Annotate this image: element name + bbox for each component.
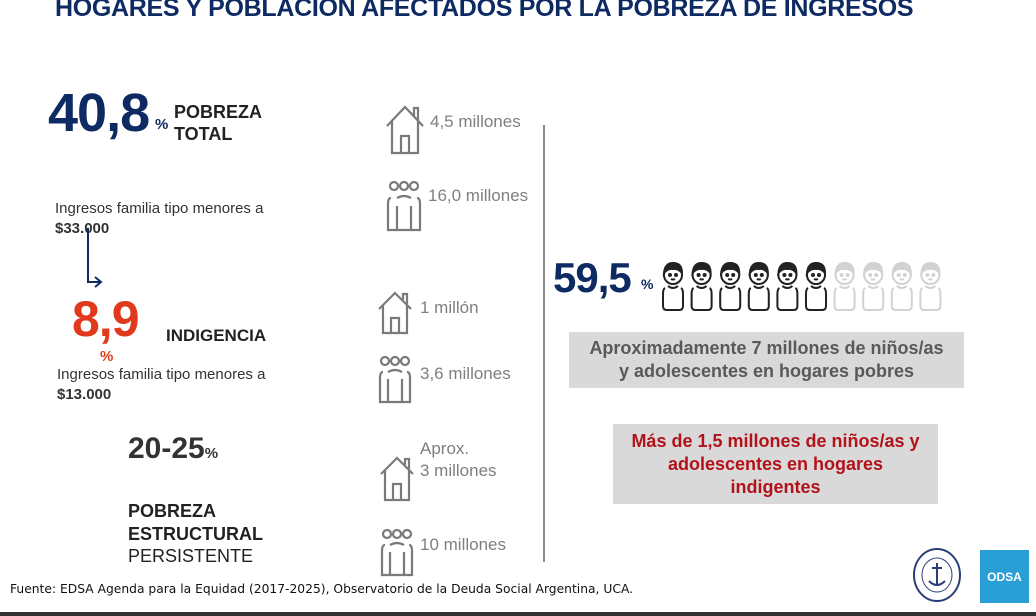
box-line: Aproximadamente 7 millones de niños/as	[589, 338, 944, 358]
divider	[543, 125, 545, 562]
page-title: HOGARES Y POBLACION AFECTADOS POR LA POB…	[55, 0, 914, 22]
people-icon	[380, 528, 414, 577]
value: 20-25	[128, 432, 205, 465]
house-icon	[378, 291, 412, 335]
house-icon	[386, 105, 424, 155]
indigencia-people: 3,6 millones	[420, 364, 511, 383]
child-icon-filled	[690, 261, 713, 311]
pobreza-total-label: POBREZA TOTAL	[174, 101, 262, 145]
children-value: 59,5	[553, 254, 632, 301]
estructural-value: 20-25%	[128, 432, 218, 466]
label-line: TOTAL	[174, 124, 233, 144]
label-line: PERSISTENTE	[128, 546, 254, 566]
child-icon-filled	[776, 261, 799, 311]
house-icon	[380, 456, 414, 502]
source-footer: Fuente: EDSA Agenda para la Equidad (201…	[10, 582, 634, 596]
children-unit: %	[641, 276, 654, 292]
indigencia-income: Ingresos familia tipo menores a $13.000	[57, 365, 265, 405]
child-icon	[862, 261, 885, 311]
estructural-label: POBREZA ESTRUCTURAL PERSISTENTE	[128, 500, 263, 568]
label-line: POBREZA	[174, 102, 263, 122]
child-icon	[919, 261, 942, 311]
child-icon-filled	[805, 261, 827, 311]
child-icon-filled	[747, 261, 770, 311]
indigencia-households: 1 millón	[420, 298, 479, 317]
indigent-children-box: Más de 1,5 millones de niños/as y adolesc…	[613, 424, 938, 504]
child-icon	[833, 261, 856, 311]
households-line: 3 millones	[420, 461, 497, 480]
pobreza-total-value: 40,8	[48, 83, 150, 143]
estructural-people: 10 millones	[420, 535, 506, 554]
income-value: $33.000	[55, 220, 110, 237]
income-text: Ingresos familia tipo menores a	[57, 366, 266, 383]
estructural-households: Aprox. 3 millones	[420, 438, 497, 482]
indigencia-label: INDIGENCIA	[166, 326, 267, 345]
child-icon	[890, 261, 913, 311]
pobreza-people: 16,0 millones	[428, 186, 529, 205]
uca-seal-logo	[913, 548, 961, 602]
odsa-logo: ODSA	[980, 550, 1029, 603]
label-line: ESTRUCTURAL	[128, 523, 263, 544]
households-line: Aprox.	[420, 439, 470, 458]
box-line: adolescentes en hogares	[667, 454, 884, 474]
pobreza-total-unit: %	[155, 116, 169, 133]
people-icon	[386, 180, 422, 232]
pobreza-income: Ingresos familia tipo menores a $33.000	[55, 199, 263, 239]
indigencia-unit: %	[100, 348, 114, 365]
child-icon-filled	[719, 261, 742, 311]
income-value: $13.000	[57, 386, 112, 403]
bottom-border	[0, 612, 1036, 616]
unit: %	[204, 445, 219, 462]
poor-children-box: Aproximadamente 7 millones de niños/as y …	[569, 332, 964, 388]
children-icon-array	[662, 261, 942, 311]
box-line: y adolescentes en hogares pobres	[618, 361, 915, 381]
income-text: Ingresos familia tipo menores a	[55, 200, 264, 217]
pobreza-households: 4,5 millones	[430, 112, 521, 131]
box-line: Más de 1,5 millones de niños/as y	[631, 431, 920, 451]
label-line: POBREZA	[128, 501, 217, 521]
child-icon-filled	[662, 261, 684, 311]
box-line: indigentes	[730, 477, 821, 497]
people-icon	[378, 355, 412, 404]
arrow-icon	[87, 228, 103, 288]
indigencia-value: 8,9	[72, 291, 140, 347]
